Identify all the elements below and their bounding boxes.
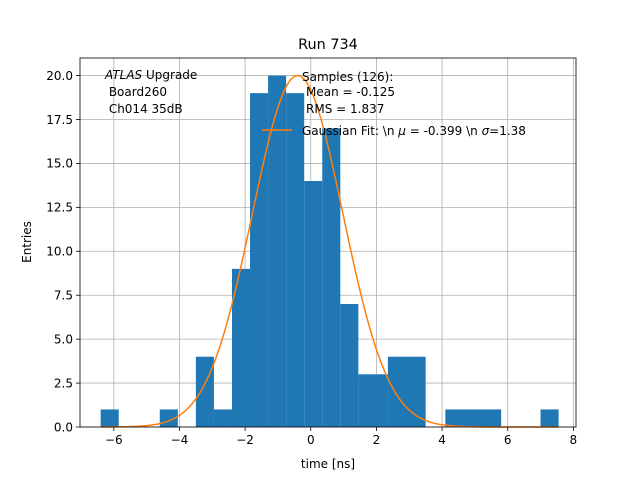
annotation-line-3: Ch014 35dB xyxy=(105,102,183,116)
histogram-bar xyxy=(304,181,323,427)
legend-fit-prefix: Gaussian Fit: \n xyxy=(302,124,398,138)
annotation-line-2: Board260 xyxy=(105,85,167,99)
histogram-bar xyxy=(250,93,269,428)
histogram-bar xyxy=(387,356,426,427)
histogram-bar xyxy=(358,374,377,427)
samples-line-1: Samples (126): xyxy=(302,70,393,84)
y-tick-label: 5.0 xyxy=(54,332,73,346)
histogram-bar xyxy=(286,93,305,428)
histogram-bar xyxy=(213,409,232,427)
y-axis-label: Entries xyxy=(20,221,34,263)
histogram-bar xyxy=(268,75,287,428)
histogram-bar xyxy=(100,409,119,427)
histogram-bar xyxy=(340,304,359,427)
x-tick-label: 6 xyxy=(504,433,512,447)
histogram-bar xyxy=(231,268,251,427)
x-tick-label: −2 xyxy=(236,433,254,447)
y-axis-ticks: 0.0 2.5 5.0 7.5 10.0 12.5 15.0 17.5 20.0 xyxy=(46,69,80,434)
y-tick-label: 0.0 xyxy=(54,420,73,434)
y-tick-label: 17.5 xyxy=(46,113,73,127)
y-tick-label: 12.5 xyxy=(46,201,73,215)
x-tick-label: 8 xyxy=(570,433,578,447)
y-tick-label: 10.0 xyxy=(46,245,73,259)
legend-fit-mu: μ xyxy=(397,124,406,138)
x-tick-label: 2 xyxy=(373,433,381,447)
histogram-bar xyxy=(445,409,502,427)
histogram-bar xyxy=(376,374,388,427)
legend-fit-sigma: σ xyxy=(482,124,490,138)
y-tick-label: 2.5 xyxy=(54,376,73,390)
y-tick-label: 20.0 xyxy=(46,69,73,83)
chart-title: Run 734 xyxy=(298,37,358,53)
atlas-annotation: ATLAS Upgrade Board260 Ch014 35dB xyxy=(104,68,197,116)
x-axis-ticks: −6 −4 −2 0 2 4 6 8 xyxy=(105,427,577,447)
legend-fit-label: Gaussian Fit: \n μ = -0.399 \n σ=1.38 xyxy=(302,124,526,138)
samples-line-2: Mean = -0.125 xyxy=(306,85,395,99)
annotation-italic: ATLAS xyxy=(104,68,143,82)
x-axis-label: time [ns] xyxy=(301,457,355,471)
histogram-bar xyxy=(322,128,341,428)
samples-line-3: RMS = 1.837 xyxy=(306,102,384,116)
x-tick-label: −6 xyxy=(105,433,123,447)
annotation-line-1: ATLAS Upgrade xyxy=(104,68,197,82)
axes-frame xyxy=(79,57,577,428)
legend: Samples (126): Mean = -0.125 RMS = 1.837… xyxy=(262,70,526,138)
x-tick-label: 0 xyxy=(307,433,315,447)
y-tick-label: 7.5 xyxy=(54,289,73,303)
x-tick-label: 4 xyxy=(438,433,446,447)
legend-fit-suffix: =1.38 xyxy=(489,124,526,138)
legend-fit-mid: = -0.399 \n xyxy=(406,124,482,138)
y-tick-label: 15.0 xyxy=(46,157,73,171)
annotation-line-1-rest: Upgrade xyxy=(142,68,197,82)
x-tick-label: −4 xyxy=(171,433,189,447)
histogram-bar xyxy=(540,409,559,427)
histogram-bar xyxy=(195,356,214,427)
